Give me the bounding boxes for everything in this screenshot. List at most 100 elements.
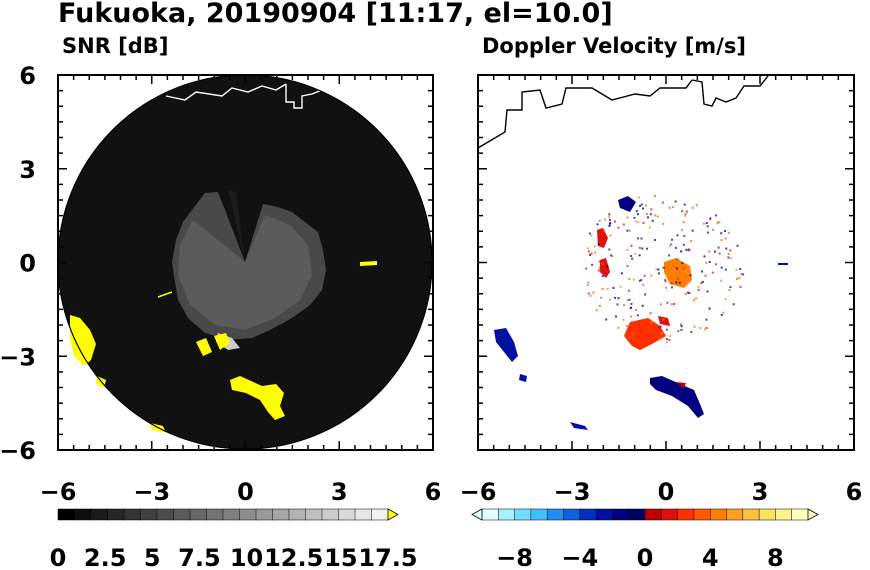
colorbar-swatch [644, 508, 662, 521]
speckle-point [658, 338, 661, 341]
speckle-point [714, 250, 716, 253]
speckle-point [649, 312, 652, 315]
speckle-point [639, 330, 642, 333]
colorbar-label: 12.5 [264, 544, 323, 570]
speckle-point [592, 291, 595, 294]
snr-echo-east [360, 261, 377, 266]
speckle-point [590, 252, 593, 255]
colorbar-swatch [90, 508, 109, 521]
speckle-point [654, 214, 657, 217]
speckle-point [708, 306, 711, 309]
speckle-point [681, 210, 684, 213]
x-tick-label: −3 [554, 478, 591, 506]
speckle-point [716, 222, 719, 225]
speckle-point [671, 238, 674, 241]
snr-coastline [165, 79, 327, 109]
speckle-point [740, 273, 743, 276]
speckle-point [739, 285, 742, 288]
snr-echo-blob-1 [214, 333, 230, 350]
snr-panel: 6 3 0 −3 −6 −6 −3 0 3 6 0 2.5 5 7.5 10 12.5 15 17.5 [0, 62, 441, 570]
speckle-point [643, 274, 646, 277]
speckle-point [659, 303, 662, 306]
speckle-point [670, 243, 673, 246]
speckle-point [634, 252, 637, 255]
doppler-echo-red-small [658, 316, 670, 326]
colorbar-swatch [74, 508, 92, 521]
speckle-point [606, 287, 609, 290]
speckle-point [727, 253, 730, 255]
speckle-point [626, 229, 629, 232]
doppler-echo-blue-west [494, 328, 518, 362]
speckle-point [626, 216, 629, 219]
speckle-point [705, 261, 708, 264]
speckle-point [650, 274, 653, 277]
speckle-point [684, 293, 687, 296]
speckle-point [587, 281, 590, 284]
colorbar-swatch [775, 508, 793, 521]
speckle-point [711, 271, 714, 274]
speckle-point [638, 246, 641, 249]
colorbar-swatch [123, 508, 142, 521]
speckle-point [685, 210, 688, 213]
snr-x-tick-labels: −6 −3 0 3 6 [40, 478, 442, 506]
colorbar-label: −4 [561, 544, 598, 570]
speckle-point [623, 304, 625, 307]
speckle-point [650, 208, 653, 211]
speckle-point [586, 247, 589, 250]
colorbar-swatch [140, 508, 158, 521]
speckle-point [718, 221, 721, 223]
speckle-point [676, 277, 679, 280]
x-tick-label: −6 [460, 478, 497, 506]
speckle-point [703, 255, 706, 258]
colorbar-swatch [612, 508, 630, 521]
speckle-point [729, 286, 732, 289]
speckle-point [724, 298, 727, 300]
x-tick-label: 3 [331, 478, 348, 506]
doppler-echo-blue-east [778, 263, 788, 265]
speckle-point [674, 246, 677, 249]
colorbar-swatch [338, 508, 356, 521]
speckle-point [661, 201, 664, 204]
speckle-point [633, 216, 636, 219]
doppler-panel-title: Doppler Velocity [m/s] [482, 34, 746, 58]
speckle-point [672, 265, 675, 267]
speckle-point [697, 285, 700, 288]
speckle-point [640, 237, 643, 240]
speckle-point [732, 303, 735, 306]
speckle-point [587, 292, 590, 295]
speckle-point [617, 297, 620, 300]
snr-clutter-core [178, 215, 312, 330]
speckle-point [642, 222, 645, 224]
speckle-point [649, 213, 652, 216]
speckle-point [728, 289, 731, 292]
speckle-point [621, 272, 623, 275]
speckle-point [626, 248, 629, 251]
speckle-point [636, 314, 639, 317]
speckle-point [687, 248, 690, 251]
speckle-point [628, 278, 631, 281]
doppler-colorbar-labels: −8 −4 0 4 8 [496, 544, 784, 570]
speckle-point [724, 237, 727, 240]
speckle-point [681, 262, 684, 265]
colorbar-label: 0 [50, 544, 67, 570]
snr-echo-south [230, 376, 285, 420]
speckle-point [680, 323, 682, 326]
snr-colorbar-labels: 0 2.5 5 7.5 10 12.5 15 17.5 [50, 544, 418, 570]
speckle-point [594, 245, 597, 248]
colorbar-label: 0 [637, 544, 654, 570]
speckle-point [657, 272, 660, 275]
colorbar-swatch [742, 508, 760, 521]
speckle-point [674, 200, 677, 203]
speckle-point [729, 257, 732, 260]
colorbar-swatch [107, 508, 125, 521]
speckle-point [606, 265, 609, 268]
speckle-point [609, 298, 611, 301]
speckle-point [671, 286, 673, 289]
speckle-point [668, 339, 671, 341]
x-tick-label: 0 [237, 478, 254, 506]
doppler-minor-ticks [477, 74, 855, 451]
speckle-point [742, 273, 744, 276]
y-tick-label: 6 [19, 62, 36, 90]
speckle-point [598, 219, 601, 222]
